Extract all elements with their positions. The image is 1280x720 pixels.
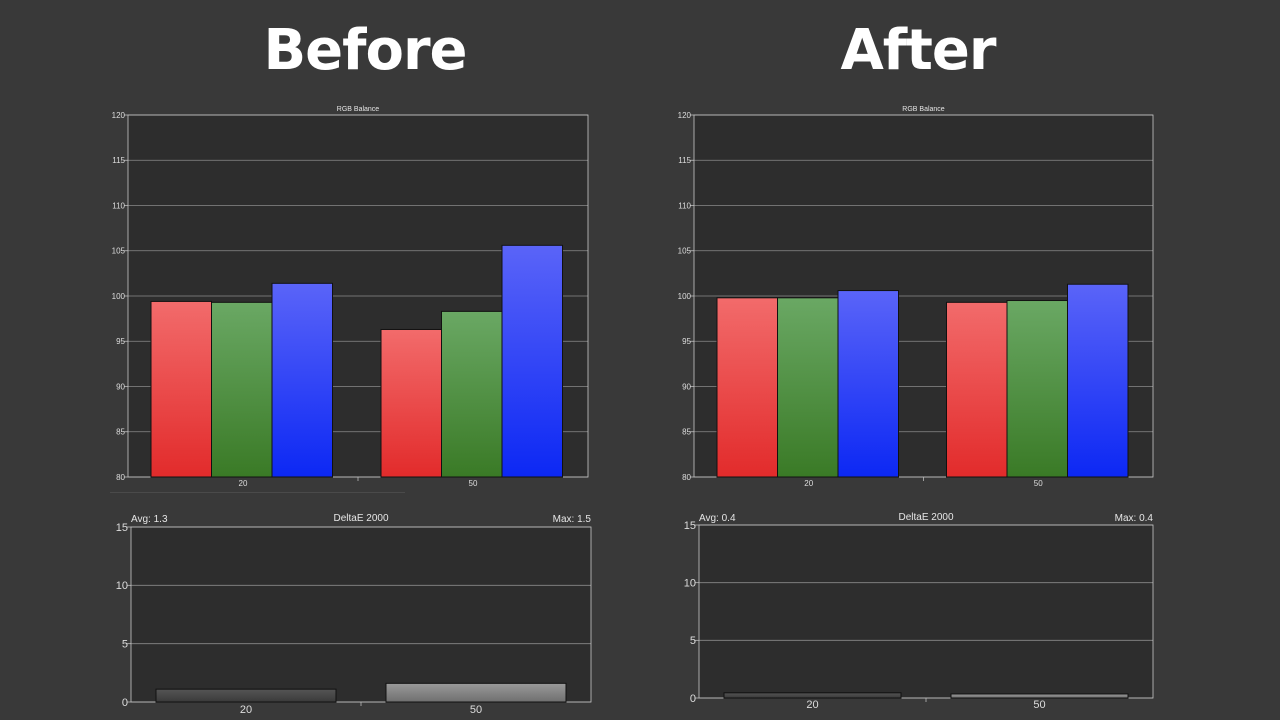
y-tick-label: 120 — [112, 111, 126, 120]
divider-line — [110, 492, 405, 493]
avg-label: Avg: 1.3 — [131, 514, 168, 525]
y-tick-label: 100 — [112, 292, 126, 301]
blue-bar — [271, 282, 333, 478]
y-tick-label: 15 — [116, 522, 128, 534]
y-tick-label: 80 — [682, 473, 691, 482]
green-bar — [441, 310, 503, 478]
x-category-label: 20 — [804, 479, 813, 488]
max-label: Max: 0.4 — [1115, 513, 1154, 524]
plot-area — [131, 527, 591, 702]
avg-label: Avg: 0.4 — [699, 513, 736, 524]
y-tick-label: 0 — [690, 693, 696, 705]
y-tick-label: 120 — [678, 111, 692, 120]
y-tick-label: 110 — [678, 201, 691, 210]
y-tick-label: 95 — [682, 337, 691, 346]
green-bar — [211, 301, 273, 478]
x-category-label: 20 — [240, 704, 252, 716]
x-category-label: 20 — [806, 699, 818, 711]
deltae-bar — [385, 682, 567, 703]
y-tick-label: 90 — [116, 382, 125, 391]
y-tick-label: 95 — [116, 337, 125, 346]
blue-bar — [1067, 283, 1129, 478]
plot-area — [699, 525, 1153, 698]
y-tick-label: 115 — [112, 156, 125, 165]
after-heading: After — [840, 18, 996, 83]
chart-title: DeltaE 2000 — [898, 512, 953, 523]
red-bar — [946, 301, 1008, 478]
green-bar — [1006, 300, 1068, 478]
red-bar — [716, 297, 778, 478]
x-category-label: 50 — [1033, 699, 1045, 711]
red-bar — [150, 300, 212, 478]
deltae-bar — [950, 693, 1129, 699]
chart-title: RGB Balance — [902, 106, 945, 113]
green-bar — [777, 297, 839, 478]
y-tick-label: 110 — [112, 201, 125, 210]
y-tick-label: 10 — [116, 580, 128, 592]
x-category-label: 20 — [239, 479, 248, 488]
chart-title: RGB Balance — [337, 106, 380, 113]
deltae-bar — [723, 692, 902, 699]
y-tick-label: 105 — [112, 247, 126, 256]
before-heading: Before — [263, 18, 467, 83]
x-category-label: 50 — [470, 704, 482, 716]
y-tick-label: 15 — [684, 520, 696, 532]
y-tick-label: 115 — [678, 156, 691, 165]
y-tick-label: 90 — [682, 382, 691, 391]
y-tick-label: 105 — [678, 247, 692, 256]
y-tick-label: 100 — [678, 292, 692, 301]
x-category-label: 50 — [469, 479, 478, 488]
max-label: Max: 1.5 — [553, 514, 592, 525]
blue-bar — [837, 290, 899, 478]
y-tick-label: 85 — [682, 428, 691, 437]
y-tick-label: 10 — [684, 578, 696, 590]
y-tick-label: 85 — [116, 428, 125, 437]
red-bar — [380, 328, 442, 478]
y-tick-label: 0 — [122, 697, 128, 709]
chart-title: DeltaE 2000 — [333, 513, 388, 524]
blue-bar — [501, 244, 563, 478]
y-tick-label: 80 — [116, 473, 125, 482]
deltae-bar — [155, 688, 337, 703]
x-category-label: 50 — [1034, 479, 1043, 488]
y-tick-label: 5 — [122, 639, 128, 651]
y-tick-label: 5 — [690, 635, 696, 647]
